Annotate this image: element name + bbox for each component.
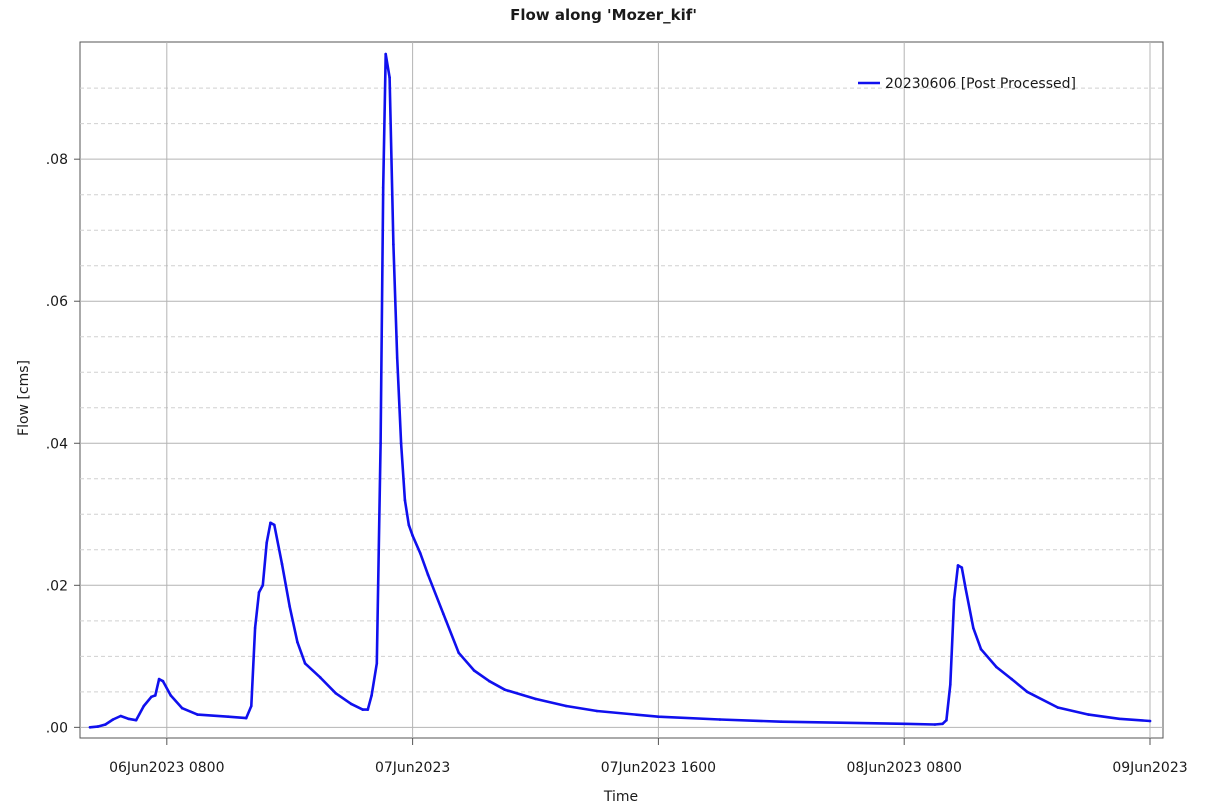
data-point	[657, 715, 660, 718]
y-tick-label: .00	[46, 720, 68, 736]
data-point	[303, 662, 307, 665]
data-point	[1118, 717, 1121, 721]
data-point	[296, 640, 299, 644]
x-tick-label: 06Jun2023 0800	[109, 760, 224, 776]
data-point	[395, 356, 399, 360]
data-point	[534, 697, 537, 701]
data-point	[933, 723, 937, 726]
data-point	[941, 722, 944, 726]
x-tick-label: 09Jun2023	[1112, 760, 1187, 776]
major-gridlines	[80, 42, 1163, 738]
data-point	[960, 566, 964, 569]
data-point	[379, 442, 382, 445]
data-point	[1025, 690, 1029, 694]
data-point	[250, 704, 253, 708]
data-point	[375, 662, 379, 665]
y-tick-label: .02	[46, 578, 68, 594]
data-point	[1010, 677, 1013, 681]
series-layer	[88, 52, 1152, 729]
data-point	[995, 665, 998, 669]
data-point	[972, 626, 975, 630]
legend-label: 20230606 [Post Processed]	[885, 76, 1076, 92]
x-axis: 06Jun2023 0800 07Jun2023 07Jun2023 1600 08J…	[109, 738, 1188, 776]
data-point	[261, 584, 265, 587]
data-point	[370, 694, 373, 697]
data-point	[288, 605, 292, 608]
data-point	[157, 677, 161, 681]
data-point	[111, 718, 115, 721]
data-point	[503, 688, 507, 691]
data-point	[269, 521, 272, 525]
data-point	[442, 612, 445, 615]
data-point	[180, 706, 184, 710]
data-point	[334, 692, 338, 695]
data-point	[253, 626, 257, 630]
data-point	[384, 52, 388, 56]
data-point	[257, 591, 261, 594]
data-point	[419, 552, 422, 555]
data-point	[366, 708, 370, 711]
data-point	[280, 562, 284, 566]
data-point	[718, 718, 722, 721]
data-point	[134, 718, 138, 722]
data-point	[150, 695, 153, 699]
y-tick-label: .08	[46, 152, 68, 168]
data-point	[142, 704, 146, 708]
chart-title: Flow along 'Mozer_kif'	[510, 6, 697, 24]
data-point	[956, 564, 960, 567]
x-axis-label: Time	[603, 789, 638, 805]
data-point	[196, 713, 199, 716]
data-point	[227, 715, 230, 718]
data-point	[388, 76, 391, 79]
data-point	[169, 694, 172, 697]
y-axis-label: Flow [cms]	[16, 360, 32, 436]
legend[interactable]: 20230606 [Post Processed]	[858, 76, 1076, 92]
x-tick-label: 07Jun2023	[375, 760, 450, 776]
data-point	[457, 651, 461, 655]
data-point	[104, 723, 107, 726]
data-point	[426, 573, 430, 576]
data-point	[399, 442, 403, 445]
series-line	[88, 52, 1152, 729]
data-point	[964, 587, 967, 591]
data-point	[595, 709, 599, 713]
data-point	[392, 243, 395, 246]
data-point	[979, 647, 983, 651]
data-point	[407, 523, 411, 527]
data-point	[244, 716, 248, 720]
data-point	[472, 669, 476, 672]
data-point	[154, 694, 157, 697]
data-point	[161, 679, 165, 683]
data-point	[265, 541, 269, 544]
data-point	[96, 725, 99, 728]
minor-gridlines	[80, 87, 1163, 693]
data-point	[403, 498, 407, 502]
y-tick-label: .06	[46, 294, 68, 310]
data-point	[411, 534, 414, 537]
y-axis: .00 .02 .04 .06 .08	[46, 152, 80, 736]
x-tick-label: 07Jun2023 1600	[601, 760, 716, 776]
data-point	[945, 718, 948, 722]
data-point	[952, 598, 956, 601]
data-point	[1056, 706, 1060, 709]
data-point	[88, 726, 92, 729]
data-point	[119, 714, 122, 718]
data-point	[127, 717, 130, 721]
data-point	[488, 679, 491, 683]
data-point	[381, 186, 385, 189]
data-point	[902, 722, 906, 726]
data-point	[949, 683, 952, 686]
x-tick-label: 08Jun2023 0800	[846, 760, 961, 776]
data-point	[1148, 719, 1152, 723]
data-point	[319, 676, 322, 679]
y-tick-label: .04	[46, 436, 68, 452]
data-point	[1087, 713, 1090, 716]
data-point	[349, 702, 353, 706]
data-point	[564, 704, 568, 708]
data-point	[361, 708, 365, 711]
data-point	[780, 720, 783, 723]
data-point	[273, 523, 276, 527]
plot-area	[79, 41, 1164, 739]
